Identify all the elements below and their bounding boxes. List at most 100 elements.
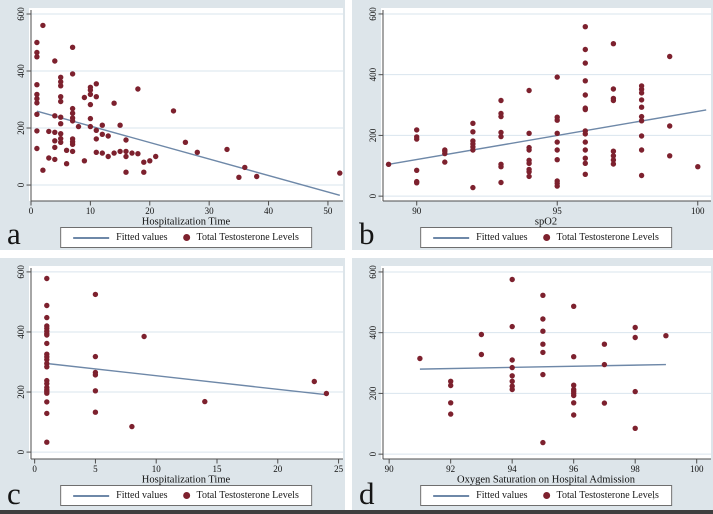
scatter-point [81, 94, 88, 101]
y-tick-label: 400 [368, 325, 378, 339]
scatter-point [540, 349, 546, 356]
scatter-point [442, 150, 448, 157]
panel-a: 0 200 400 600 0 10 20 30 40 50 Hospitalization Tim… [0, 0, 345, 250]
scatter-plot-a: 0 200 400 600 0 10 20 30 40 50 Hospitalization Tim… [16, 7, 343, 228]
scatter-point [129, 423, 135, 430]
x-tick-label: 5 [93, 464, 98, 474]
y-tick-label: 600 [368, 265, 378, 279]
scatter-point [554, 183, 560, 189]
scatter-point [34, 49, 40, 56]
x-tick-label: 100 [690, 464, 704, 474]
scatter-point [93, 81, 100, 87]
x-tick-label: 94 [508, 464, 518, 474]
x-tick-label: 0 [29, 206, 34, 216]
scatter-point [69, 44, 76, 50]
x-axis-label: Oxygen Saturation on Hospital Admission [457, 475, 636, 486]
scatter-point [498, 97, 504, 104]
scatter-point [610, 86, 617, 92]
scatter-point [34, 39, 40, 46]
fitted-line-sample-icon [433, 494, 470, 497]
scatter-dot-sample-icon [183, 492, 191, 499]
scatter-point [526, 130, 532, 136]
scatter-point [93, 136, 100, 142]
figure-bottom-border [0, 510, 713, 514]
scatter-point [610, 97, 617, 104]
x-tick-label: 20 [273, 464, 283, 474]
scatter-point [242, 164, 248, 171]
x-tick-label: 10 [86, 206, 96, 216]
panel-letter-d: d [359, 476, 375, 511]
scatter-point [526, 169, 532, 175]
scatter-point [638, 133, 645, 139]
scatter-point [638, 113, 645, 120]
scatter-point [69, 141, 76, 147]
scatter-point [638, 90, 645, 96]
x-tick-label: 92 [446, 464, 455, 474]
legend-d: Fitted values Total Testosterone Levels [420, 485, 672, 506]
legend-fitted-label: Fitted values [116, 490, 168, 501]
panel-c: 0 200 400 600 0 5 10 15 20 25 Hospitalization Time… [0, 258, 345, 510]
scatter-point [448, 400, 454, 406]
scatter-point [448, 411, 454, 417]
scatter-point [442, 159, 448, 165]
scatter-point [69, 105, 76, 112]
scatter-point [638, 104, 645, 110]
scatter-point [414, 136, 420, 142]
scatter-point [224, 146, 230, 153]
scatter-point [182, 139, 189, 145]
scatter-point [470, 120, 476, 127]
x-tick-label: 25 [334, 464, 344, 474]
scatter-point [526, 147, 532, 153]
scatter-point [478, 351, 485, 358]
scatter-point [540, 328, 546, 334]
scatter-point [135, 151, 141, 157]
legend-scatter-label: Total Testosterone Levels [556, 490, 659, 501]
scatter-point [582, 147, 588, 153]
scatter-point [498, 129, 504, 136]
legend-scatter-label: Total Testosterone Levels [196, 232, 299, 243]
scatter-point [87, 115, 94, 122]
scatter-point [52, 156, 58, 163]
x-tick-label: 98 [631, 464, 641, 474]
scatter-point [34, 91, 40, 98]
scatter-point [540, 371, 546, 378]
scatter-point [105, 153, 111, 160]
fitted-line [46, 362, 327, 396]
scatter-point [478, 331, 485, 338]
scatter-point [44, 314, 50, 321]
scatter-point [141, 159, 147, 165]
panel-letter-b: b [359, 216, 375, 251]
x-tick-label: 10 [152, 464, 162, 474]
scatter-dot-sample-icon [543, 234, 551, 241]
scatter-point [99, 131, 106, 137]
fitted-line [419, 363, 666, 370]
scatter-point [632, 334, 638, 341]
scatter-point [311, 378, 317, 385]
scatter-point [610, 157, 617, 163]
scatter-point [638, 97, 645, 103]
scatter-point [582, 106, 588, 113]
scatter-point [254, 173, 260, 180]
scatter-point [448, 378, 454, 384]
scatter-dot-sample-icon [543, 492, 551, 499]
plot-region [381, 266, 711, 459]
scatter-point [105, 133, 111, 139]
scatter-point [509, 357, 515, 363]
scatter-point [34, 145, 40, 152]
scatter-point [610, 41, 617, 47]
plot-region [29, 266, 343, 459]
scatter-point [34, 96, 40, 102]
scatter-point [117, 122, 123, 128]
scatter-point [414, 180, 420, 186]
scatter-point [34, 111, 40, 118]
scatter-point [448, 382, 454, 389]
scatter-point [58, 94, 64, 100]
scatter-point [153, 153, 159, 160]
scatter-point [44, 390, 50, 396]
scatter-point [75, 123, 82, 130]
scatter-point [44, 340, 50, 347]
scatter-point [117, 148, 123, 155]
scatter-point [509, 378, 515, 384]
scatter-point [52, 58, 58, 64]
scatter-point [632, 324, 638, 331]
